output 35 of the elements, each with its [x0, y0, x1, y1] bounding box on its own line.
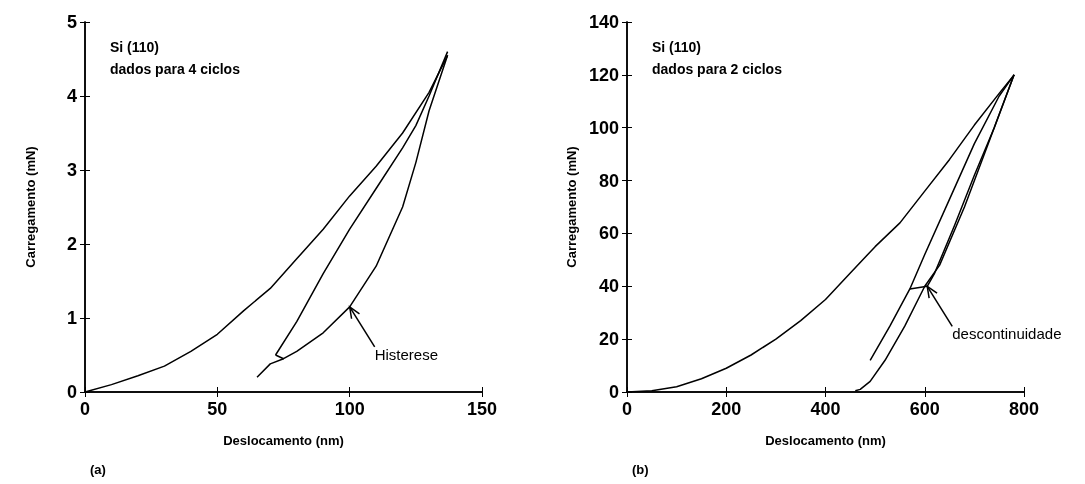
y-tick-label: 140	[588, 12, 619, 32]
y-tick-label: 0	[66, 382, 77, 402]
text: (a)	[90, 462, 106, 477]
x-tick-label: 100	[334, 399, 365, 419]
annotation: Si (110)	[652, 39, 702, 55]
annotation: Si (110)	[110, 39, 160, 55]
y-tick-label: 2	[66, 234, 77, 254]
annotation: dados para 2 ciclos	[652, 61, 783, 77]
annotation: dados para 4 ciclos	[110, 61, 241, 77]
x-tick-label: 0	[621, 399, 633, 419]
y-tick-label: 80	[598, 170, 619, 191]
y-tick-label: 100	[588, 117, 619, 138]
x-tick-label: 800	[1008, 399, 1040, 419]
x-tick-label: 600	[909, 399, 940, 419]
y-tick-label: 40	[598, 276, 619, 297]
y-tick-label: 20	[598, 329, 619, 350]
y-tick-label: 5	[66, 12, 77, 32]
x-axis-title: Deslocamento (nm)	[223, 433, 344, 448]
annotation: Histerese	[374, 345, 439, 363]
x-tick-label: 50	[207, 399, 228, 419]
y-tick-label: 0	[608, 382, 619, 402]
y-axis-title: Carregamento (mN)	[23, 146, 38, 268]
y-tick-label: 60	[598, 223, 619, 244]
x-axis-title: Deslocamento (nm)	[765, 433, 886, 448]
text: (b)	[632, 462, 649, 477]
annotation: descontinuidade	[952, 325, 1062, 343]
x-tick-label: 150	[466, 399, 498, 419]
x-tick-label: 400	[810, 399, 841, 419]
y-tick-label: 120	[588, 64, 619, 85]
y-tick-label: 1	[66, 308, 77, 328]
x-tick-label: 200	[711, 399, 742, 419]
y-axis-title: Carregamento (mN)	[564, 146, 580, 268]
y-tick-label: 4	[66, 86, 77, 106]
y-tick-label: 3	[66, 160, 77, 180]
x-tick-label: 0	[79, 399, 91, 419]
